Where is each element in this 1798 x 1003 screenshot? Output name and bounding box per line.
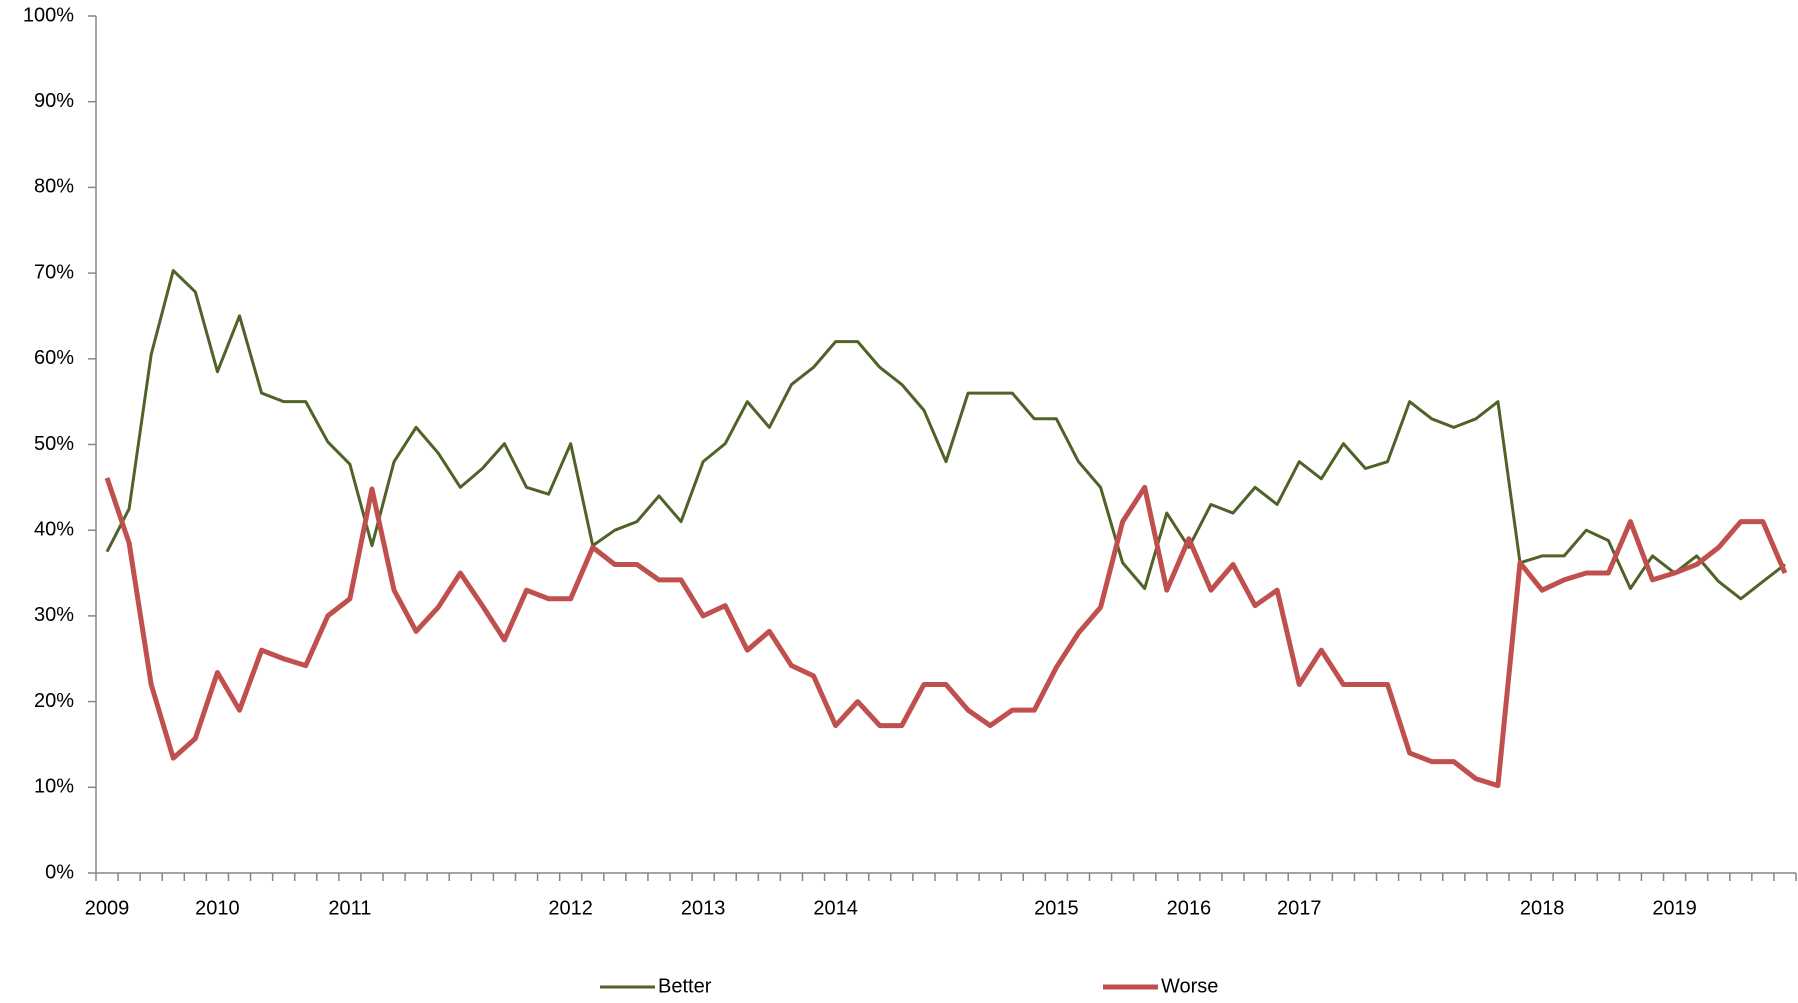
y-tick-label: 90% (34, 90, 74, 112)
x-tick-label: 2013 (681, 897, 726, 919)
series-line (104, 477, 1788, 789)
x-tick-label: 2009 (85, 897, 130, 919)
x-tick-label: 2018 (1520, 897, 1565, 919)
x-tick-label: 2017 (1277, 897, 1322, 919)
y-tick-label: 0% (45, 861, 74, 883)
y-tick-label: 80% (34, 176, 74, 198)
y-tick-label: 30% (34, 604, 74, 626)
legend-label: Better (658, 975, 712, 997)
x-tick-label: 2014 (813, 897, 858, 919)
x-tick-label: 2015 (1034, 897, 1079, 919)
x-tick-label: 2019 (1652, 897, 1697, 919)
x-tick-label: 2010 (195, 897, 240, 919)
x-tick-label: 2016 (1167, 897, 1212, 919)
y-tick-label: 40% (34, 518, 74, 540)
y-tick-label: 20% (34, 690, 74, 712)
y-tick-label: 70% (34, 261, 74, 283)
y-tick-label: 60% (34, 347, 74, 369)
y-tick-label: 100% (23, 4, 74, 26)
y-tick-label: 10% (34, 776, 74, 798)
x-tick-label: 2012 (548, 897, 593, 919)
y-tick-label: 50% (34, 433, 74, 455)
legend-label: Worse (1161, 975, 1218, 997)
series-line (105, 269, 1786, 601)
x-tick-label: 2011 (328, 897, 371, 919)
